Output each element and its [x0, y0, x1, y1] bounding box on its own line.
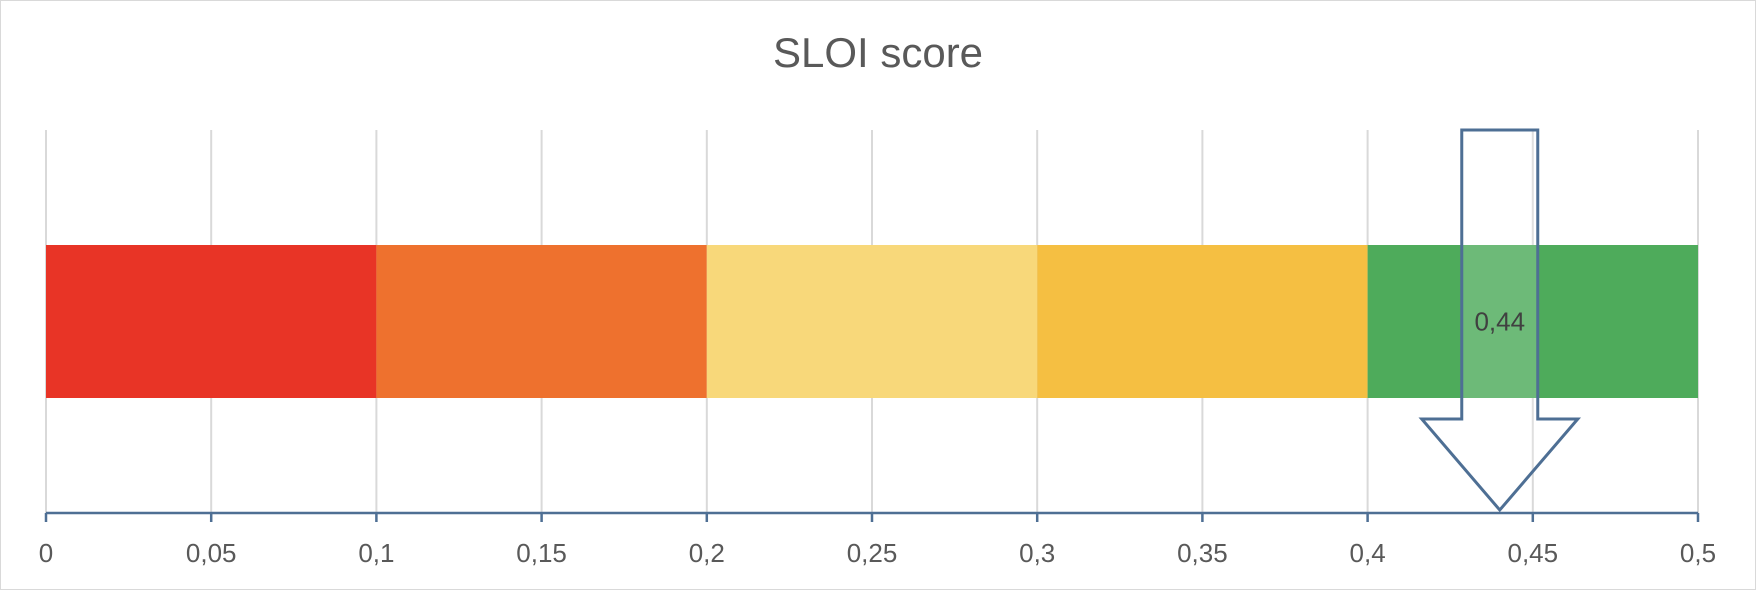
x-tick-label-8: 0,4 — [1350, 538, 1386, 568]
x-tick-label-0: 0 — [39, 538, 53, 568]
bar-segment-2 — [706, 245, 1038, 398]
x-tick-label-3: 0,15 — [516, 538, 567, 568]
x-axis: 0 0,05 0,1 0,15 0,2 0,25 0,3 0,35 0,4 0,45 0,5 — [39, 511, 1716, 568]
bar-segment-1 — [376, 245, 707, 398]
bar-segment-3 — [1037, 245, 1368, 398]
score-marker: 0,44 — [1418, 128, 1582, 513]
score-bar — [46, 245, 1698, 398]
x-tick-label-10: 0,5 — [1680, 538, 1716, 568]
bar-segment-0 — [46, 245, 377, 398]
bar-segment-4 — [1367, 245, 1698, 398]
x-tick-label-6: 0,3 — [1019, 538, 1055, 568]
chart-title: SLOI score — [772, 29, 984, 76]
x-tick-label-2: 0,1 — [358, 538, 394, 568]
x-tick-label-7: 0,35 — [1177, 538, 1228, 568]
down-arrow-icon — [1418, 128, 1582, 513]
x-tick-label-9: 0,45 — [1507, 538, 1558, 568]
x-tick-label-1: 0,05 — [186, 538, 237, 568]
x-tick-label-4: 0,2 — [689, 538, 725, 568]
marker-value-label: 0,44 — [1474, 307, 1525, 337]
x-tick-label-5: 0,25 — [847, 538, 898, 568]
